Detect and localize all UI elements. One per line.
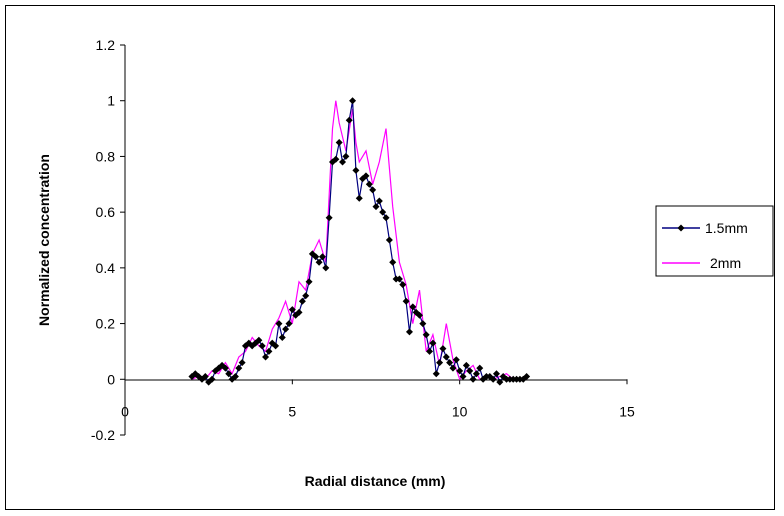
- x-tick-label-10: 10: [452, 403, 468, 419]
- data-point-1-5mm: [365, 180, 373, 188]
- data-point-1-5mm: [342, 152, 350, 160]
- data-point-1-5mm: [285, 320, 293, 328]
- plot-markers: [188, 97, 531, 386]
- data-point-1-5mm: [352, 166, 360, 174]
- data-point-1-5mm: [432, 370, 440, 378]
- data-point-1-5mm: [436, 359, 444, 367]
- data-point-1-5mm: [349, 97, 357, 105]
- data-point-1-5mm: [385, 236, 393, 244]
- data-point-1-5mm: [459, 373, 467, 380]
- data-point-1-5mm: [288, 306, 296, 314]
- y-tick-label-0-6: 0.6: [96, 204, 116, 220]
- data-point-1-5mm: [379, 208, 387, 216]
- data-point-1-5mm: [201, 373, 209, 380]
- x-tick-label-5: 5: [288, 403, 296, 419]
- data-point-1-5mm: [446, 359, 454, 367]
- data-point-1-5mm: [449, 364, 457, 372]
- y-tick-label-0: 0: [107, 371, 115, 387]
- data-point-1-5mm: [305, 278, 313, 286]
- legend: 1.5mm 2mm: [655, 205, 774, 277]
- data-point-1-5mm: [426, 347, 434, 355]
- data-point-1-5mm: [275, 320, 283, 328]
- data-point-1-5mm: [208, 375, 216, 383]
- data-point-1-5mm: [262, 353, 270, 361]
- y-tick-label-0-4: 0.4: [96, 260, 116, 276]
- y-tick-label-0-8: 0.8: [96, 148, 116, 164]
- data-point-1-5mm: [429, 339, 437, 347]
- data-point-1-5mm: [362, 172, 370, 180]
- x-axis-ticks: 0 5 10 15: [121, 379, 635, 419]
- data-point-1-5mm: [231, 373, 239, 380]
- data-point-1-5mm: [469, 375, 477, 383]
- x-axis-title: Radial distance (mm): [305, 473, 446, 489]
- data-point-1-5mm: [419, 320, 427, 328]
- legend-label-1-5mm: 1.5mm: [705, 220, 748, 236]
- data-point-1-5mm: [339, 158, 347, 166]
- data-point-1-5mm: [345, 116, 353, 124]
- data-point-1-5mm: [439, 345, 447, 353]
- data-point-1-5mm: [523, 373, 531, 380]
- y-tick-label-0-2: -0.2: [91, 427, 115, 443]
- data-point-1-5mm: [235, 364, 243, 372]
- data-point-1-5mm: [372, 203, 380, 211]
- y-axis-ticks: -0.2 0 0.2 0.4 0.6 0.8 1 1.2: [91, 37, 125, 443]
- data-point-1-5mm: [472, 370, 480, 378]
- x-tick-label-15: 15: [619, 403, 635, 419]
- data-point-1-5mm: [298, 297, 306, 305]
- data-point-1-5mm: [389, 258, 397, 266]
- data-point-1-5mm: [332, 155, 340, 163]
- data-point-1-5mm: [369, 186, 377, 194]
- y-axis-title: Normalized concentration: [36, 154, 52, 326]
- series-line-2mm: [191, 100, 527, 381]
- data-point-1-5mm: [258, 342, 266, 350]
- data-point-1-5mm: [422, 331, 430, 339]
- data-point-1-5mm: [395, 275, 403, 283]
- data-point-1-5mm: [225, 370, 233, 378]
- y-tick-label-1-2: 1.2: [96, 37, 116, 53]
- data-point-1-5mm: [476, 364, 484, 372]
- data-point-1-5mm: [375, 197, 383, 205]
- data-point-1-5mm: [255, 336, 263, 344]
- data-point-1-5mm: [466, 367, 474, 375]
- series-line-1-5mm: [191, 100, 527, 384]
- data-point-1-5mm: [318, 253, 326, 261]
- legend-marker-1-5mm: [677, 224, 685, 232]
- y-tick-label-1: 1: [107, 93, 115, 109]
- data-point-1-5mm: [238, 359, 246, 367]
- data-point-1-5mm: [442, 353, 450, 361]
- legend-label-2mm: 2mm: [710, 255, 741, 271]
- data-point-1-5mm: [312, 253, 320, 261]
- data-point-1-5mm: [452, 356, 460, 364]
- data-point-1-5mm: [405, 328, 413, 336]
- data-point-1-5mm: [265, 347, 273, 355]
- plot-lines: [191, 100, 527, 384]
- data-point-1-5mm: [492, 370, 500, 378]
- data-point-1-5mm: [282, 325, 290, 333]
- data-point-1-5mm: [402, 297, 410, 305]
- data-point-1-5mm: [399, 281, 407, 289]
- data-point-1-5mm: [456, 367, 464, 375]
- x-tick-label-0: 0: [121, 403, 129, 419]
- data-point-1-5mm: [335, 139, 343, 146]
- data-point-1-5mm: [382, 214, 390, 222]
- data-point-1-5mm: [409, 303, 417, 311]
- data-point-1-5mm: [496, 378, 504, 386]
- data-point-1-5mm: [325, 214, 333, 222]
- data-point-1-5mm: [302, 292, 310, 300]
- data-point-1-5mm: [416, 311, 424, 319]
- y-tick-label-0-2: 0.2: [96, 316, 116, 332]
- data-point-1-5mm: [322, 264, 330, 272]
- data-point-1-5mm: [462, 361, 470, 369]
- data-point-1-5mm: [221, 364, 229, 372]
- data-point-1-5mm: [272, 342, 280, 350]
- legend-box: [655, 205, 774, 277]
- data-point-1-5mm: [315, 258, 323, 266]
- chart-frame: [5, 5, 775, 510]
- data-point-1-5mm: [295, 308, 303, 316]
- data-point-1-5mm: [278, 334, 286, 341]
- data-point-1-5mm: [355, 194, 363, 202]
- data-point-1-5mm: [489, 375, 497, 383]
